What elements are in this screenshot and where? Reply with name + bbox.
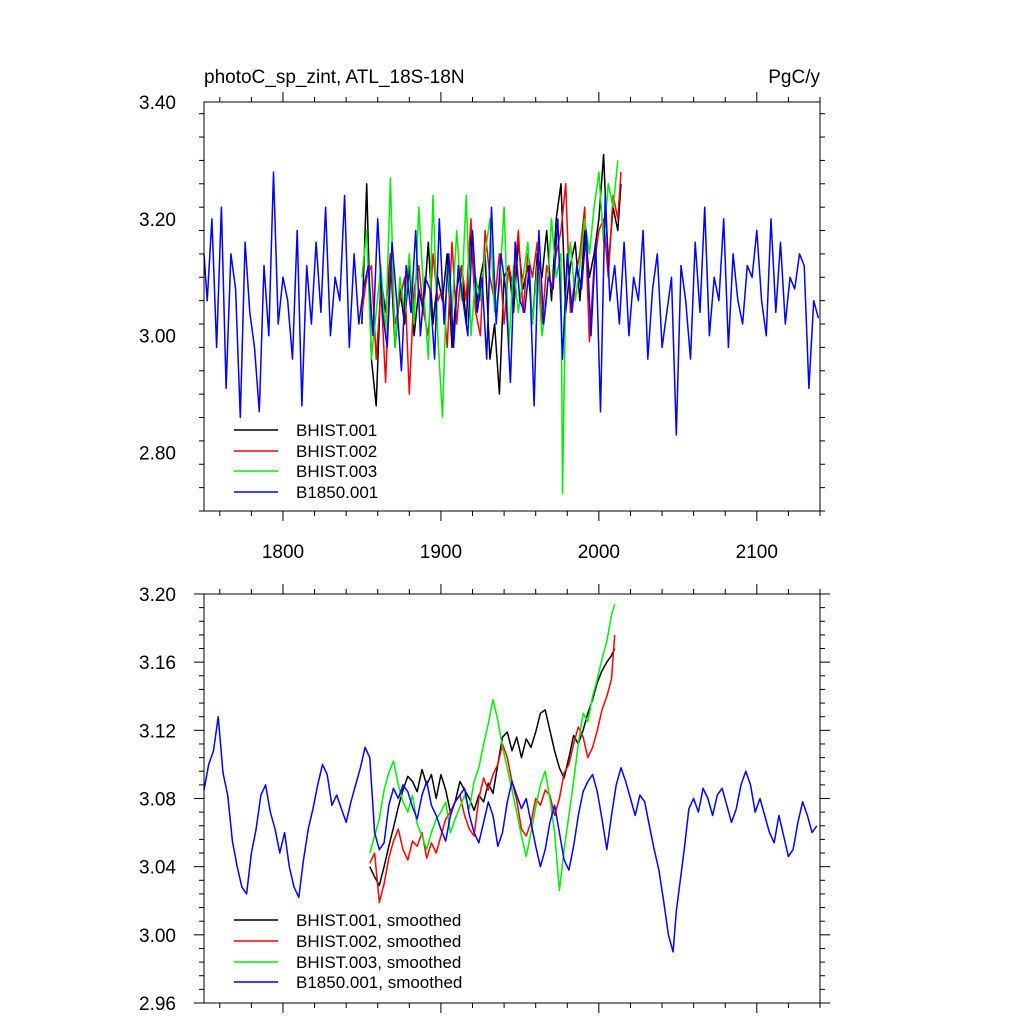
legend-label-b1850-001: B1850.001	[296, 483, 378, 502]
y-tick-label: 2.96	[139, 994, 176, 1015]
series-line-bhist-002-smoothed	[369, 634, 616, 904]
y-tick-label: 3.20	[139, 585, 176, 606]
bottom-panel: 2.96 3.00 3.04 3.08 3.12 3.16 3.20 BHIST.001, …	[139, 584, 830, 1015]
y-tick-label: 3.12	[139, 721, 176, 742]
top-panel-frame	[203, 101, 821, 512]
top-panel-legend: BHIST.001 BHIST.002 BHIST.003 B1850.001	[234, 421, 378, 502]
y-tick-label: 3.40	[139, 93, 176, 114]
top-panel-series	[203, 153, 820, 495]
top-panel-ticks: 2.80 3.00 3.20 3.40 1800 1900 2000 2100	[139, 92, 825, 563]
legend-label-bhist-002-smoothed: BHIST.002, smoothed	[296, 932, 461, 951]
y-tick-label: 3.16	[139, 653, 176, 674]
series-line-bhist-003-smoothed	[369, 603, 616, 892]
bottom-panel-ticks: 2.96 3.00 3.04 3.08 3.12 3.16 3.20	[139, 584, 830, 1015]
legend-label-bhist-002: BHIST.002	[296, 442, 377, 461]
legend-label-b1850-001-smoothed: B1850.001, smoothed	[296, 973, 462, 992]
bottom-panel-frame	[203, 593, 821, 1004]
y-tick-label: 3.00	[139, 926, 176, 947]
top-panel-title-right: PgC/y	[768, 67, 820, 88]
series-line-b1850-001	[203, 171, 820, 436]
bottom-panel-series	[203, 603, 818, 953]
series-line-bhist-001-smoothed	[369, 648, 616, 887]
x-tick-label: 1900	[420, 542, 462, 563]
legend-label-bhist-001: BHIST.001	[296, 421, 377, 440]
y-tick-label: 2.80	[139, 444, 176, 465]
top-panel: photoC_sp_zint, ATL_18S-18N PgC/y 2.80 3.…	[139, 67, 825, 563]
y-tick-label: 3.20	[139, 210, 176, 231]
series-line-b1850-001-smoothed	[203, 715, 818, 953]
legend-label-bhist-001-smoothed: BHIST.001, smoothed	[296, 911, 461, 930]
y-tick-label: 3.00	[139, 327, 176, 348]
bottom-panel-legend: BHIST.001, smoothed BHIST.002, smoothed …	[234, 911, 462, 992]
y-tick-label: 3.04	[139, 858, 176, 879]
x-tick-label: 2100	[736, 542, 778, 563]
x-tick-label: 1800	[262, 542, 304, 563]
legend-label-bhist-003-smoothed: BHIST.003, smoothed	[296, 953, 461, 972]
series-line-bhist-003	[361, 160, 619, 495]
legend-label-bhist-003: BHIST.003	[296, 462, 377, 481]
x-tick-label: 2000	[578, 542, 620, 563]
y-tick-label: 3.08	[139, 790, 176, 811]
top-panel-title-left: photoC_sp_zint, ATL_18S-18N	[204, 67, 465, 88]
